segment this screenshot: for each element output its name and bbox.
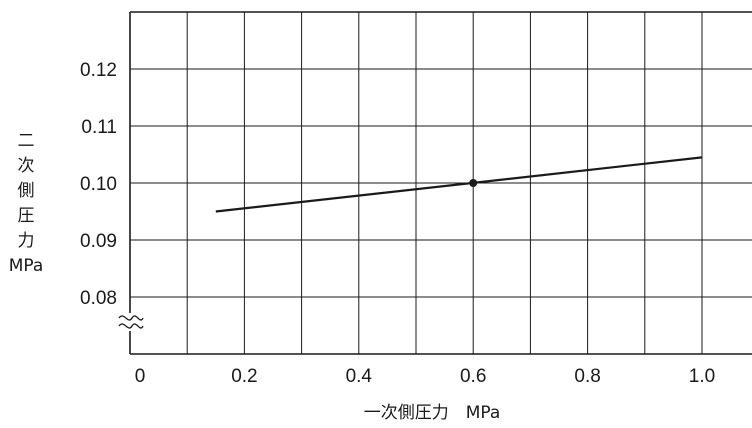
axis-break-gap <box>118 313 142 331</box>
frame-layer <box>118 11 752 355</box>
y-tick-label: 0.11 <box>81 117 117 138</box>
axis-break-wave <box>118 323 144 329</box>
y-axis-label: 圧 <box>18 206 35 226</box>
data-point-marker <box>469 179 478 187</box>
y-axis-label: 側 <box>18 181 35 201</box>
y-axis-label: 力 <box>18 231 35 251</box>
y-axis-label: 二 <box>18 131 35 151</box>
y-axis-label: MPa <box>9 256 44 276</box>
x-tick-label: 1.0 <box>689 366 715 387</box>
x-tick-label: 0.4 <box>346 366 373 387</box>
x-axis-label: 一次側圧力 MPa <box>364 403 501 423</box>
series-line <box>215 156 703 213</box>
y-axis-label: 次 <box>18 156 35 176</box>
ticks-layer: 0.08 0.09 0.10 0.11 0.12 0 0.2 0.4 0.6 0.8 1.0 <box>80 60 715 387</box>
x-tick-label: 0.8 <box>574 366 600 387</box>
y-tick-label: 0.09 <box>80 231 117 252</box>
x-tick-label: 0.2 <box>231 366 257 387</box>
grid-layer <box>130 12 752 354</box>
series-layer <box>215 156 703 213</box>
y-tick-label: 0.10 <box>80 174 117 195</box>
y-tick-label: 0.08 <box>80 288 117 309</box>
x-tick-label: 0.6 <box>460 366 486 387</box>
y-tick-label: 0.12 <box>80 60 117 81</box>
axis-break-wave <box>118 315 144 321</box>
x-tick-label: 0 <box>135 366 146 387</box>
